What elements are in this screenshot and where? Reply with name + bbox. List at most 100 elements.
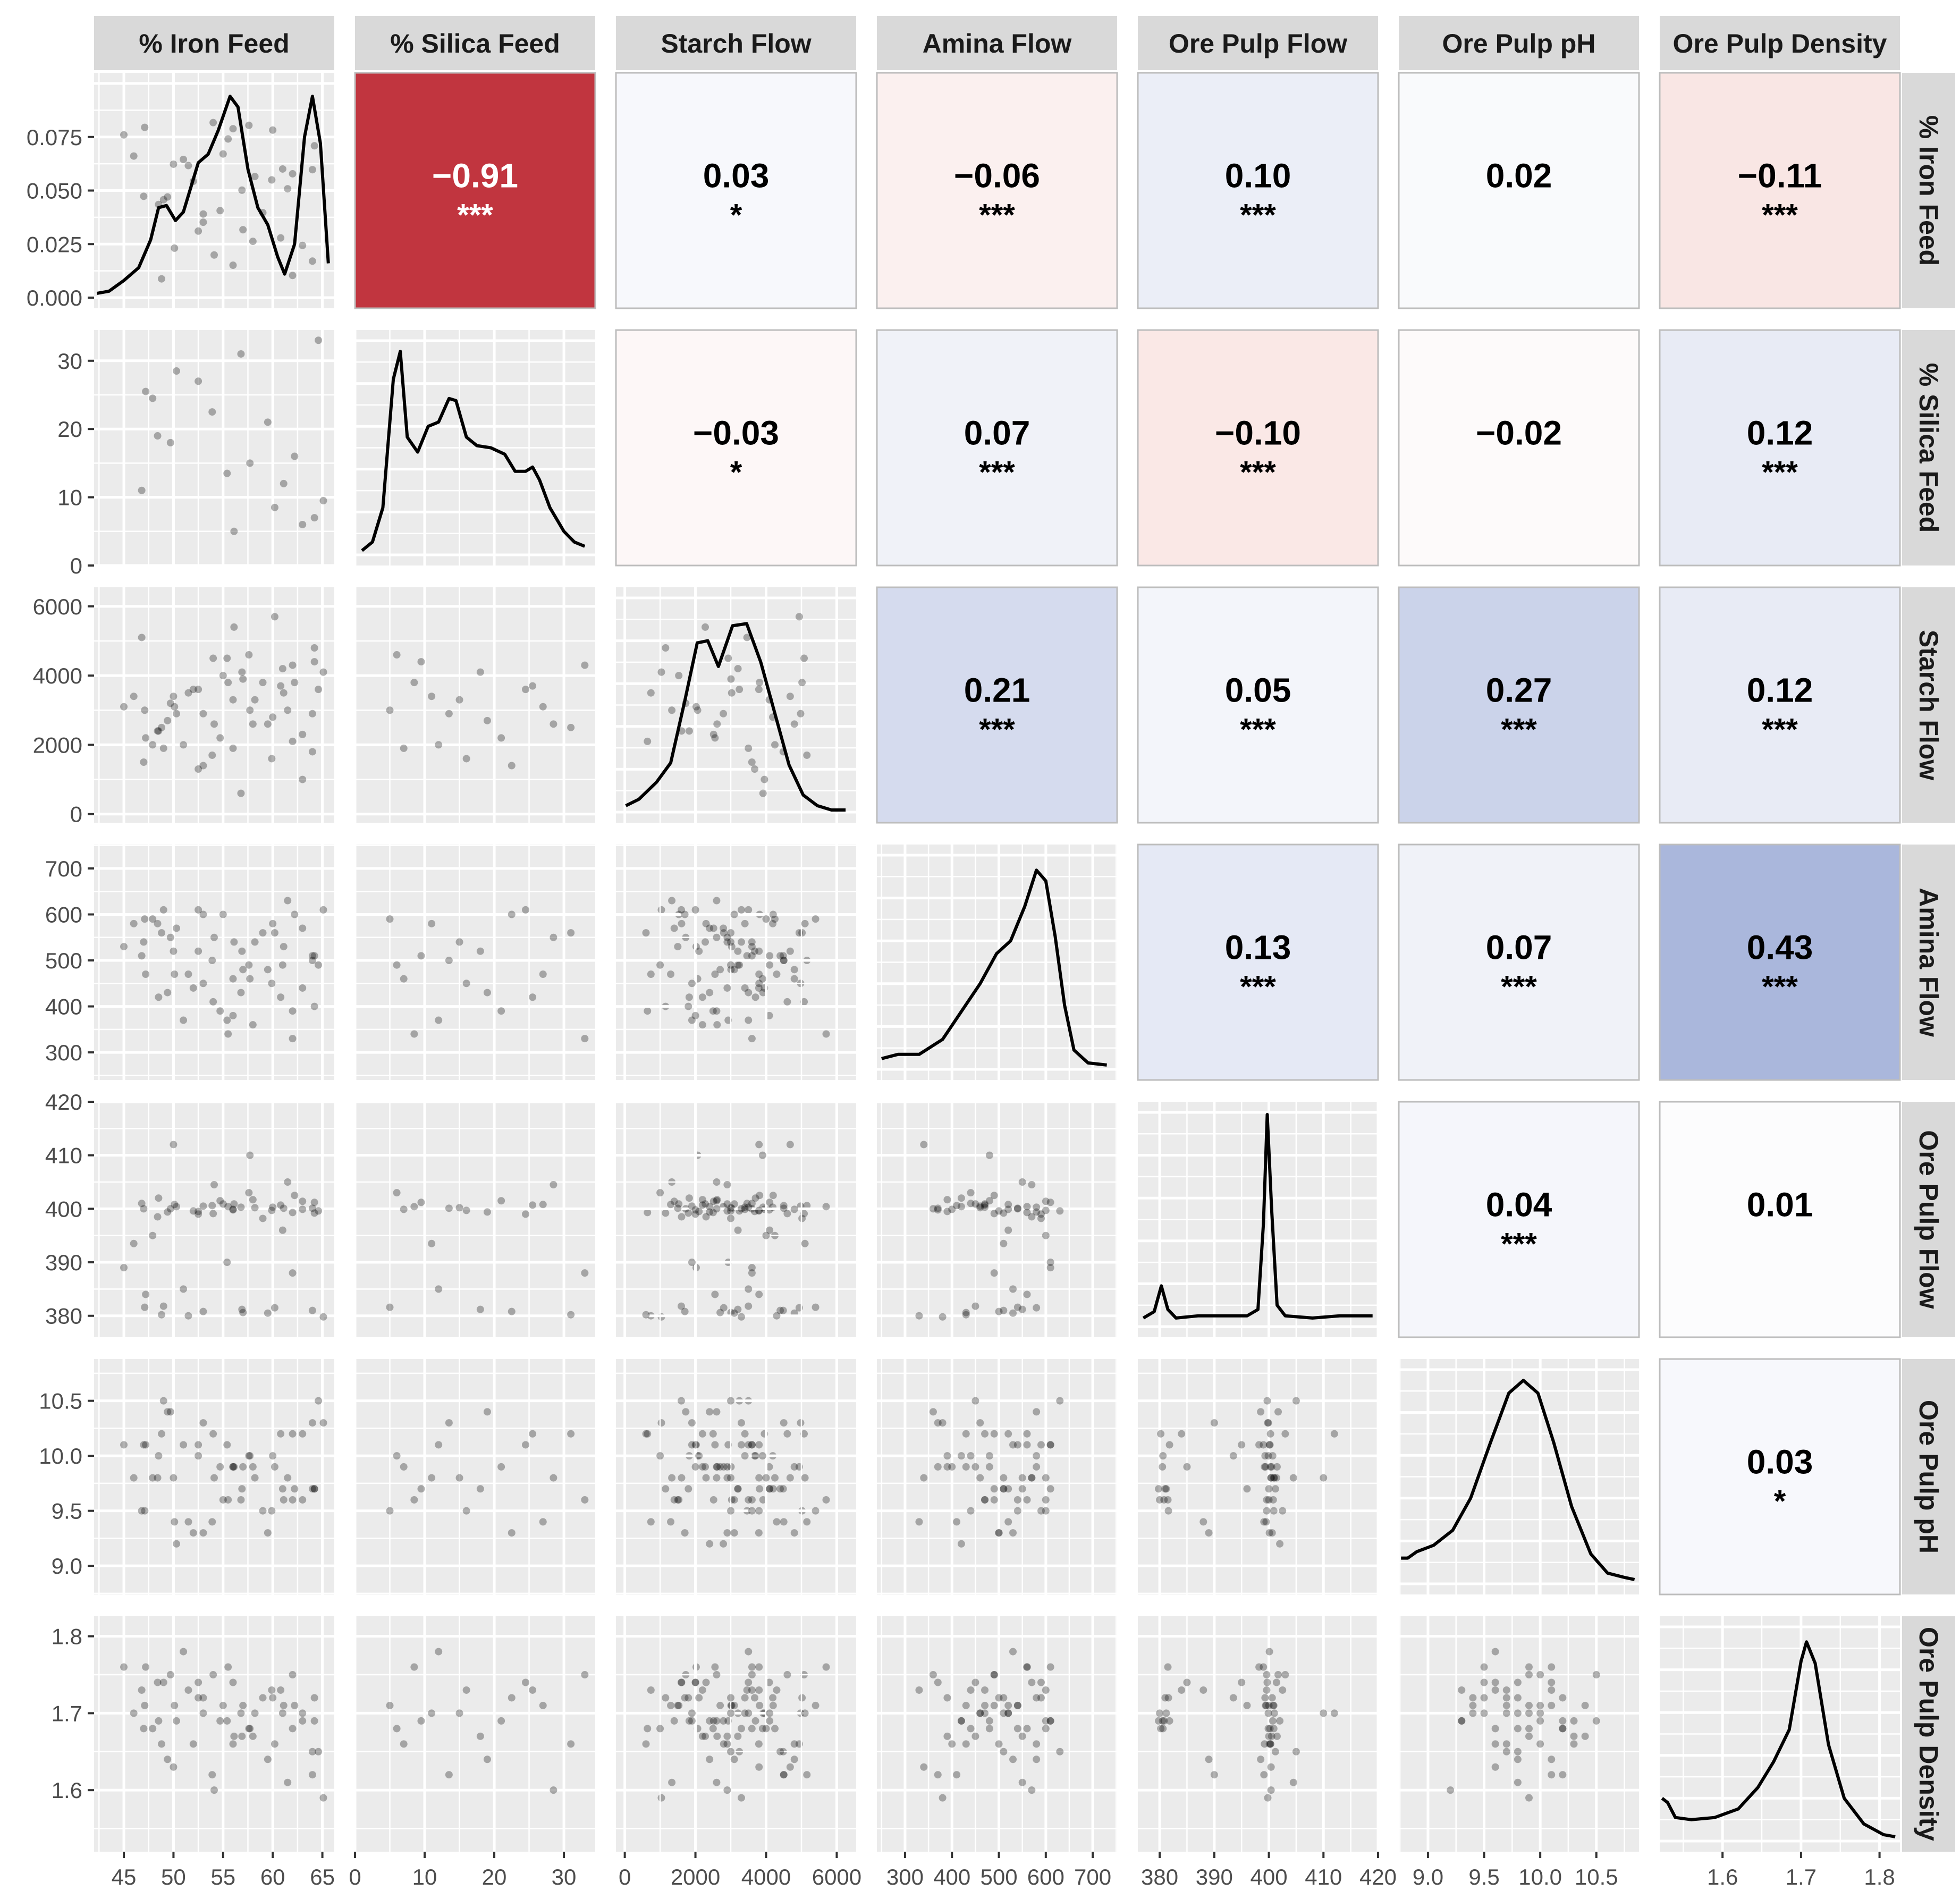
scatter-point	[149, 1231, 157, 1239]
scatter-point	[1257, 1408, 1265, 1416]
scatter-point	[1559, 1717, 1567, 1725]
scatter-point	[657, 906, 665, 914]
scatter-point	[1000, 1485, 1008, 1493]
scatter-point	[149, 1725, 157, 1733]
scatter-point	[1570, 1732, 1578, 1740]
scatter-point	[229, 125, 237, 133]
scatter-point	[224, 679, 232, 687]
scatter-point	[237, 1709, 245, 1717]
scatter-point	[1210, 1419, 1218, 1427]
scatter-point	[400, 744, 408, 752]
scatter-point	[755, 947, 763, 955]
scatter-point	[1009, 1441, 1017, 1449]
scatter-point	[435, 1285, 443, 1293]
scatter-point	[995, 1529, 1003, 1537]
scatter-point	[170, 1141, 178, 1149]
scatter-point	[756, 679, 764, 687]
scatter-point	[284, 185, 292, 193]
scatter-point	[142, 734, 150, 742]
scatter-point	[694, 706, 702, 714]
scatter-point	[716, 1309, 724, 1316]
scatter-point	[230, 1463, 238, 1471]
scatter-point	[1161, 1485, 1169, 1493]
scatter-point	[195, 1208, 202, 1216]
scatter-point	[410, 1663, 418, 1671]
scatter-point	[417, 1199, 425, 1206]
scatter-point	[934, 1678, 942, 1686]
scatter-point	[741, 1452, 749, 1460]
scatter-point	[677, 1302, 685, 1310]
scatter-point	[692, 703, 700, 711]
scatter-point	[1263, 1678, 1271, 1686]
scatter-point	[140, 1725, 148, 1733]
scatter-point	[462, 755, 470, 763]
scatter-point	[445, 1419, 453, 1427]
scatter-point	[702, 623, 709, 631]
scatter-point	[730, 1200, 738, 1208]
scatter-point	[745, 744, 753, 752]
scatter-point	[199, 910, 207, 918]
scatter-point	[957, 1194, 965, 1202]
panel-grid-4-1	[94, 845, 334, 1080]
scatter-point	[1046, 1264, 1054, 1272]
scatter-point	[155, 993, 163, 1001]
scatter-point	[711, 1441, 719, 1449]
corr-cell-1-5	[1137, 72, 1379, 309]
scatter-point	[1004, 1201, 1012, 1209]
scatter-point	[315, 961, 323, 969]
scatter-point	[713, 933, 721, 941]
scatter-point	[1164, 1694, 1172, 1702]
scatter-point	[189, 984, 197, 992]
scatter-point	[1268, 1529, 1276, 1537]
scatter-point	[238, 668, 246, 676]
scatter-point	[748, 1441, 756, 1449]
corr-cell-3-5	[1137, 586, 1379, 824]
scatter-point	[278, 665, 286, 673]
scatter-point	[291, 910, 299, 918]
scatter-point	[315, 686, 323, 694]
scatter-point	[957, 1717, 965, 1725]
scatter-point	[141, 915, 149, 923]
panel-bg-7-4	[877, 1616, 1117, 1852]
scatter-point	[1028, 1213, 1036, 1221]
corr-stars-1-3: *	[730, 198, 742, 233]
scatter-point	[939, 1419, 947, 1427]
corr-stars-3-5: ***	[1240, 713, 1276, 747]
corr-stars-3-6: ***	[1501, 713, 1537, 747]
scatter-point	[483, 1755, 491, 1763]
scatter-point	[685, 727, 693, 735]
scatter-point	[765, 1463, 773, 1471]
corr-stars-4-5: ***	[1240, 970, 1276, 1005]
corr-stars-2-4: ***	[979, 455, 1015, 490]
x-tick-label-ore-pulp-flow: 380	[1141, 1864, 1178, 1889]
scatter-point	[141, 123, 149, 131]
scatter-point	[315, 1397, 323, 1405]
scatter-point	[1159, 1725, 1167, 1733]
scatter-point	[1514, 1725, 1522, 1733]
scatter-point	[1469, 1694, 1477, 1702]
scatter-point	[779, 1306, 787, 1314]
scatter-point	[224, 1663, 232, 1671]
scatter-point	[521, 1441, 529, 1449]
scatter-point	[779, 1485, 787, 1493]
x-tick-label-ore-pulp-flow: 390	[1196, 1864, 1233, 1889]
scatter-points-6-5	[1155, 1397, 1338, 1548]
scatter-point	[1162, 1709, 1170, 1717]
scatter-point	[713, 1463, 721, 1471]
scatter-point	[1458, 1717, 1466, 1725]
scatter-point	[1491, 1740, 1499, 1748]
scatter-point	[199, 710, 207, 718]
scatter-point	[142, 1441, 150, 1449]
corr-cell-4-7	[1659, 843, 1901, 1081]
panel-grid-4-2	[353, 845, 595, 1080]
scatter-point	[386, 1507, 394, 1515]
scatter-point	[723, 1200, 731, 1208]
scatter-point	[238, 947, 246, 955]
scatter-point	[209, 119, 217, 126]
scatter-point	[154, 727, 162, 735]
scatter-point	[713, 720, 721, 728]
scatter-point	[299, 924, 307, 932]
scatter-point	[1265, 1529, 1273, 1537]
scatter-point	[801, 1709, 809, 1717]
scatter-point	[1264, 1794, 1272, 1802]
